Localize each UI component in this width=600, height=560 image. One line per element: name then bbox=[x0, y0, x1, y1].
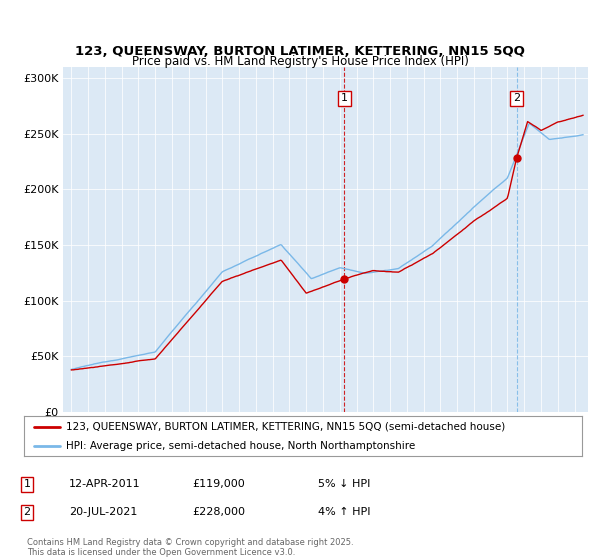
Text: 123, QUEENSWAY, BURTON LATIMER, KETTERING, NN15 5QQ (semi-detached house): 123, QUEENSWAY, BURTON LATIMER, KETTERIN… bbox=[66, 422, 505, 432]
Text: £119,000: £119,000 bbox=[192, 479, 245, 489]
Text: 1: 1 bbox=[23, 479, 31, 489]
Text: 2: 2 bbox=[23, 507, 31, 517]
Text: 123, QUEENSWAY, BURTON LATIMER, KETTERING, NN15 5QQ: 123, QUEENSWAY, BURTON LATIMER, KETTERIN… bbox=[75, 45, 525, 58]
Text: 20-JUL-2021: 20-JUL-2021 bbox=[69, 507, 137, 517]
Text: 2: 2 bbox=[513, 94, 520, 103]
Text: 12-APR-2011: 12-APR-2011 bbox=[69, 479, 140, 489]
Text: 5% ↓ HPI: 5% ↓ HPI bbox=[318, 479, 370, 489]
Text: Price paid vs. HM Land Registry's House Price Index (HPI): Price paid vs. HM Land Registry's House … bbox=[131, 55, 469, 68]
Text: 4% ↑ HPI: 4% ↑ HPI bbox=[318, 507, 371, 517]
Text: 1: 1 bbox=[341, 94, 348, 103]
Text: HPI: Average price, semi-detached house, North Northamptonshire: HPI: Average price, semi-detached house,… bbox=[66, 441, 415, 451]
Text: Contains HM Land Registry data © Crown copyright and database right 2025.
This d: Contains HM Land Registry data © Crown c… bbox=[27, 538, 353, 557]
Text: £228,000: £228,000 bbox=[192, 507, 245, 517]
